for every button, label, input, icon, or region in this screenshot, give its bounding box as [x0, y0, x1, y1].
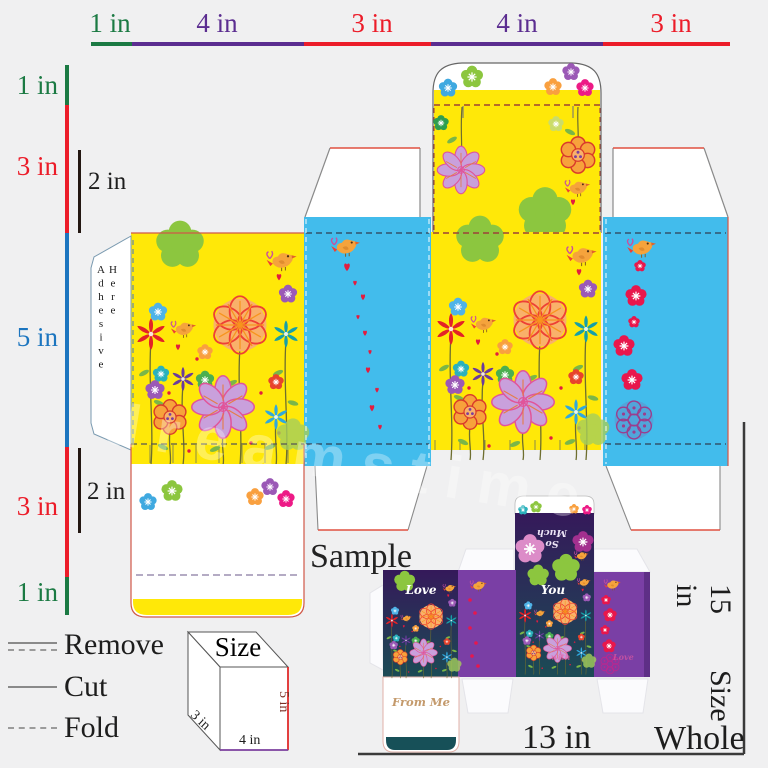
sample-front-text: Love [405, 583, 437, 597]
top-ruler-segment-4 [431, 42, 603, 46]
sample-back-text: You [540, 583, 566, 597]
sample-lid-text: So Much [536, 526, 567, 549]
top-ruler-label-1: 1 in [89, 8, 131, 38]
lid-side-flap-left [304, 147, 421, 218]
legend-fold-label: Fold [64, 711, 120, 744]
bottom-side-flap-right [605, 465, 721, 531]
dimension-lines [358, 422, 746, 756]
sample-bottom-text: From Me [392, 695, 450, 709]
size-cube [186, 630, 290, 752]
top-ruler-segment-1 [91, 42, 132, 46]
size-cube-width-label: 4 in [239, 733, 261, 748]
flap-depth-label-top: 2 in [88, 168, 127, 195]
flap-depth-tick-bottom [78, 448, 81, 533]
whole-width-label: 13 in [522, 719, 591, 756]
whole-size-word: Size [704, 670, 737, 722]
left-ruler-segment-1 [65, 65, 69, 105]
sample-adhesive-flap [369, 584, 384, 671]
side-panel-left [304, 217, 431, 466]
left-ruler-label-5: 1 in [16, 577, 58, 607]
legend-cut-label: Cut [64, 670, 108, 703]
left-ruler-label-1: 1 in [16, 70, 58, 100]
sample-label: Sample [310, 538, 412, 575]
top-ruler-label-3: 3 in [351, 8, 393, 38]
top-ruler-label-4: 4 in [496, 8, 538, 38]
remove-line-sample [8, 642, 57, 644]
sample-bottom-flap [382, 676, 460, 753]
sample-side-text-left: with [551, 652, 571, 662]
flap-depth-label-bottom: 2 in [87, 478, 126, 505]
whole-word: Whole [654, 720, 745, 757]
whole-height-label: 15 in [670, 584, 737, 614]
top-ruler-segment-5 [603, 42, 730, 46]
top-ruler-segment-2 [132, 42, 304, 46]
fold-line-sample [8, 727, 57, 729]
flap-depth-tick-top [78, 150, 81, 233]
sample-side-left [458, 570, 516, 677]
size-cube-height-label: 5 in [276, 691, 291, 713]
left-ruler-segment-2 [65, 105, 69, 233]
sample-side-text-right: Love [613, 652, 634, 662]
bottom-flap [130, 444, 305, 618]
cut-line-sample [8, 686, 57, 688]
left-ruler-segment-4 [65, 447, 69, 577]
bottom-side-flap-left [314, 465, 428, 531]
left-ruler-label-4: 3 in [16, 491, 58, 521]
left-ruler-segment-5 [65, 577, 69, 615]
sample-box [369, 495, 651, 753]
top-ruler-label-5: 3 in [650, 8, 692, 38]
left-ruler-label-3: 5 in [16, 322, 58, 352]
left-ruler-segment-3 [65, 233, 69, 447]
top-ruler-segment-3 [304, 42, 431, 46]
size-cube-title: Size [214, 632, 262, 662]
remove-line-sample-dashed [8, 649, 57, 651]
lid-panel [432, 62, 602, 239]
legend-remove-label: Remove [64, 628, 164, 661]
left-ruler-label-2: 3 in [16, 151, 58, 181]
adhesive-here-label: Adhesive Here [95, 264, 119, 372]
lid-side-flap-right [612, 147, 729, 218]
top-ruler-label-2: 4 in [196, 8, 238, 38]
